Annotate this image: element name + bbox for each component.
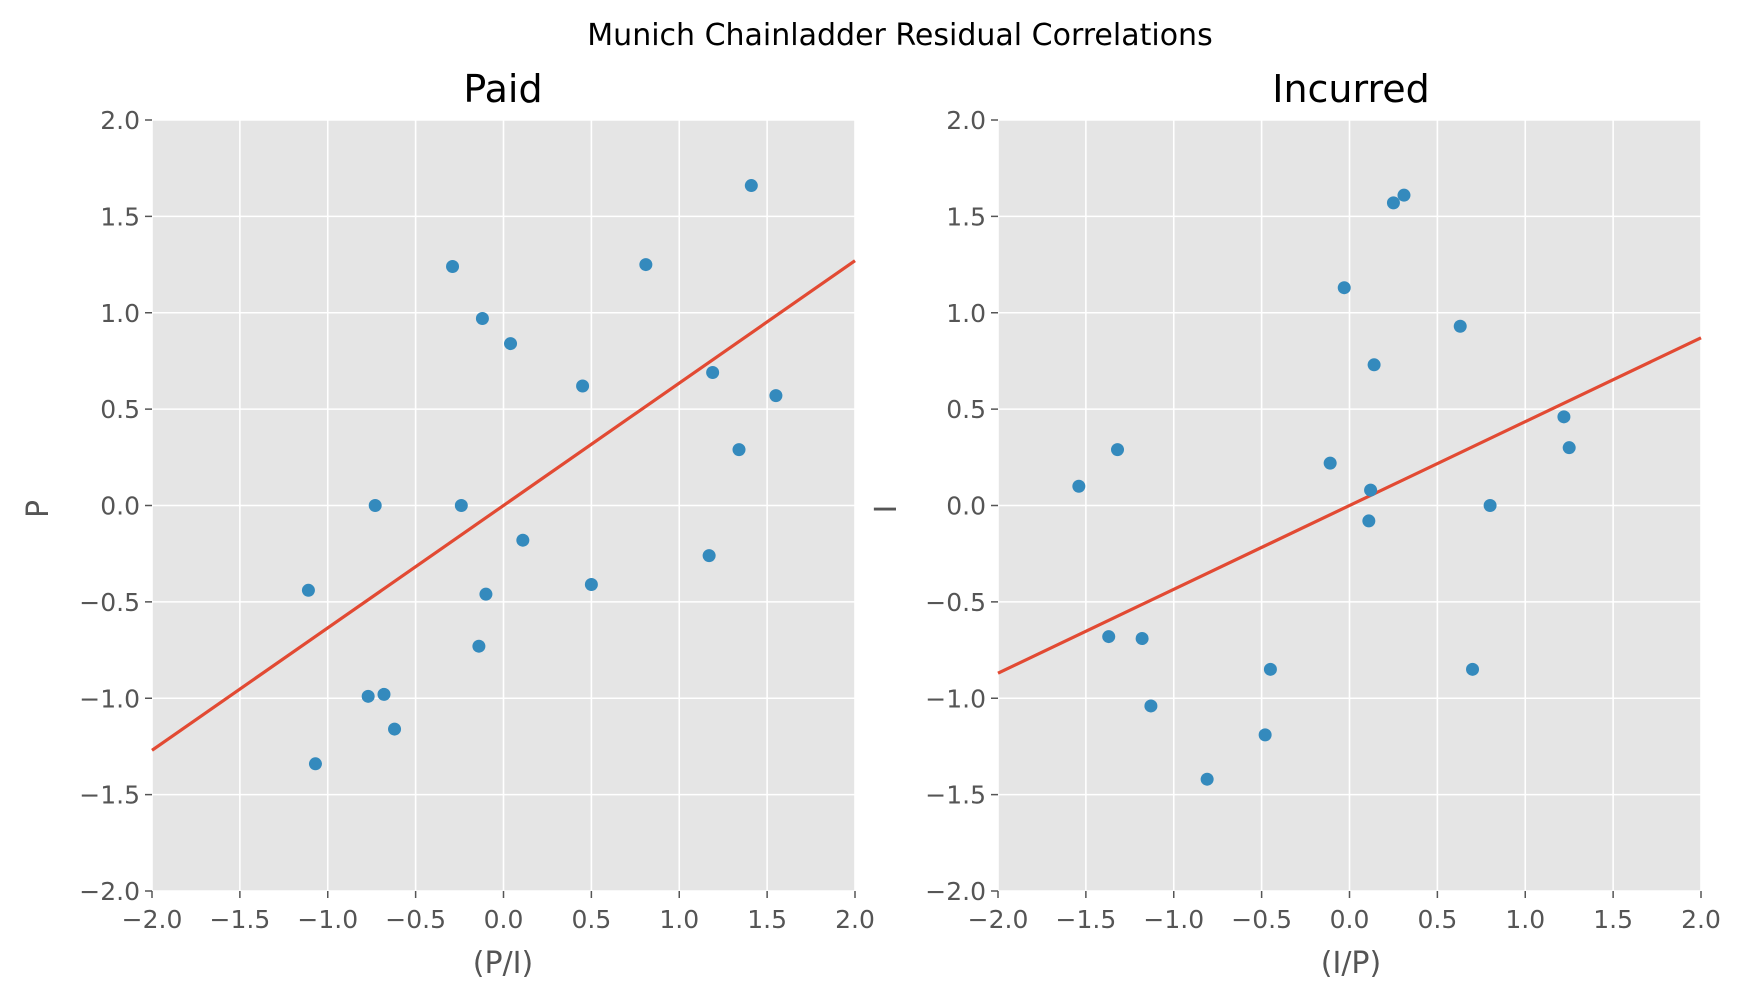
incurred-plot-area: −2.0−2.0 −1.5 −1.5 −1.0 −1.0 −0.5 −0.5 0.0 0.0 0.… (925, 106, 1721, 934)
paid-data-point (706, 366, 720, 380)
paid-x-tick-label: −1.0 (297, 905, 358, 934)
paid-data-point (732, 443, 746, 457)
paid-data-point (301, 583, 315, 597)
paid-data-point (446, 259, 460, 273)
paid-data-point (361, 689, 375, 703)
paid-x-tick-label: −1.5 (210, 905, 271, 934)
paid-data-point (584, 578, 598, 592)
paid-y-tick-label: 2.0 (100, 106, 140, 135)
incurred-data-point (1102, 630, 1116, 644)
paid-y-tick-label: −0.5 (79, 588, 140, 617)
incurred-data-point (1263, 662, 1277, 676)
incurred-y-tick-label: 0.5 (946, 395, 986, 424)
paid-x-tick-label: −0.5 (385, 905, 446, 934)
paid-data-point (504, 337, 518, 351)
incurred-panel: −2.0−2.0 −1.5 −1.5 −1.0 −1.0 −0.5 −0.5 0.0 0.0 0.… (869, 67, 1721, 981)
incurred-data-point (1367, 358, 1381, 372)
incurred-x-tick-label: −1.0 (1143, 905, 1204, 934)
incurred-x-tick-label: 0.5 (1417, 905, 1457, 934)
paid-data-point (769, 389, 783, 403)
incurred-data-point (1135, 631, 1149, 645)
paid-y-tick-label: −1.0 (79, 684, 140, 713)
paid-data-point (479, 587, 493, 601)
incurred-x-tick-label: 0.0 (1330, 905, 1370, 934)
incurred-y-tick-label: 1.5 (946, 202, 986, 231)
incurred-data-point (1111, 443, 1125, 457)
paid-x-tick-label: 1.5 (747, 905, 787, 934)
incurred-x-tick-label: −1.5 (1056, 905, 1117, 934)
incurred-x-tick-label: −0.5 (1231, 905, 1292, 934)
paid-y-tick-label: −2.0 (79, 877, 140, 906)
paid-x-axis-label: (P/I) (473, 946, 533, 981)
incurred-x-axis-label: (I/P) (1321, 946, 1381, 981)
paid-fit-line (151, 259, 856, 752)
figure-title: Munich Chainladder Residual Correlations (587, 18, 1212, 53)
incurred-y-tick-label: −1.5 (925, 781, 986, 810)
paid-x-tick-label: −2.0 (122, 905, 183, 934)
incurred-fit-line (997, 336, 1702, 675)
incurred-y-tick-label: −0.5 (925, 588, 986, 617)
paid-panel: −2.0−2.0 −1.5 −1.5 −1.0 −1.0 −0.5 −0.5 0.0 0.0 0.… (21, 67, 875, 981)
incurred-x-tick-label: 1.5 (1593, 905, 1633, 934)
incurred-data-point (1453, 319, 1467, 333)
incurred-y-tick-label: −1.0 (925, 684, 986, 713)
incurred-x-tick-label: −2.0 (968, 905, 1029, 934)
incurred-y-tick-label: 1.0 (946, 299, 986, 328)
incurred-data-point (1337, 281, 1351, 295)
incurred-x-tick-label: 1.0 (1505, 905, 1545, 934)
paid-data-point (388, 722, 402, 736)
paid-x-tick-label: 0.0 (484, 905, 524, 934)
incurred-data-point (1258, 728, 1272, 742)
paid-panel-title: Paid (463, 67, 542, 111)
paid-data-point (639, 258, 653, 272)
incurred-data-point (1364, 483, 1378, 497)
paid-data-point (377, 687, 391, 701)
incurred-data-point (1386, 196, 1400, 210)
paid-y-tick-label: −1.5 (79, 781, 140, 810)
incurred-x-tick-label: 2.0 (1681, 905, 1721, 934)
incurred-data-point (1144, 699, 1158, 713)
paid-y-axis-label: P (21, 500, 56, 518)
incurred-data-point (1397, 188, 1411, 202)
incurred-data-point (1200, 772, 1214, 786)
paid-data-point (475, 312, 489, 326)
incurred-data-point (1466, 662, 1480, 676)
incurred-data-point (1557, 410, 1571, 424)
paid-y-tick-label: 0.5 (100, 395, 140, 424)
incurred-data-point (1562, 441, 1576, 455)
incurred-data-point (1362, 514, 1376, 528)
incurred-data-point (1483, 499, 1497, 512)
paid-data-point (576, 379, 590, 393)
incurred-data-point (1323, 456, 1337, 470)
paid-x-tick-label: 2.0 (835, 905, 875, 934)
incurred-data-point (1072, 479, 1086, 493)
paid-x-tick-label: 0.5 (571, 905, 611, 934)
paid-x-tick-label: 1.0 (659, 905, 699, 934)
paid-data-point (744, 179, 758, 193)
paid-data-point (454, 499, 468, 512)
incurred-panel-title: Incurred (1272, 67, 1430, 111)
paid-data-point (308, 757, 322, 771)
paid-data-point (472, 639, 486, 653)
paid-plot-area: −2.0−2.0 −1.5 −1.5 −1.0 −1.0 −0.5 −0.5 0.0 0.0 0.… (79, 106, 875, 934)
paid-data-point (368, 499, 382, 512)
incurred-y-tick-label: 0.0 (946, 492, 986, 521)
incurred-y-tick-label: −2.0 (925, 877, 986, 906)
incurred-y-tick-label: 2.0 (946, 106, 986, 135)
paid-data-point (702, 549, 716, 563)
paid-y-tick-label: 1.5 (100, 202, 140, 231)
paid-y-tick-label: 1.0 (100, 299, 140, 328)
paid-data-point (516, 533, 530, 547)
incurred-y-axis-label: I (869, 505, 904, 514)
paid-y-tick-label: 0.0 (100, 492, 140, 521)
